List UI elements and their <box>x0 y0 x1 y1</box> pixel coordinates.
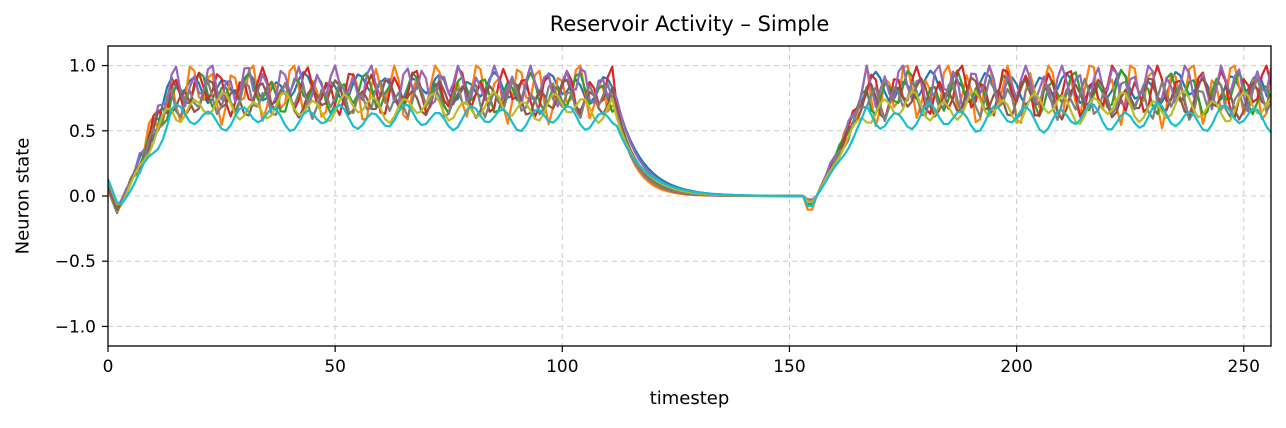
y-tick-label: 0.5 <box>69 122 96 142</box>
series-line-9 <box>108 101 1271 208</box>
x-tick-label: 200 <box>1000 357 1032 377</box>
y-tick-label: 0.0 <box>69 187 96 207</box>
series-line-7 <box>108 76 1271 207</box>
y-tick-label: −1.0 <box>55 317 96 337</box>
x-tick-label: 0 <box>103 357 114 377</box>
x-tick-label: 50 <box>324 357 346 377</box>
x-axis-label: timestep <box>649 388 730 409</box>
x-tick-label: 150 <box>773 357 805 377</box>
x-tick-label: 100 <box>546 357 578 377</box>
x-tick-label: 250 <box>1228 357 1260 377</box>
y-tick-label: 1.0 <box>69 57 96 77</box>
y-tick-label: −0.5 <box>55 252 96 272</box>
series-lines <box>108 64 1271 215</box>
chart-title: Reservoir Activity – Simple <box>549 12 830 36</box>
series-line-6 <box>108 76 1271 208</box>
y-axis-label: Neuron state <box>12 137 34 255</box>
ticks: 0 50 100 150 200 250 −1.0 −0.5 0.0 0.5 1.0 <box>55 57 1260 377</box>
